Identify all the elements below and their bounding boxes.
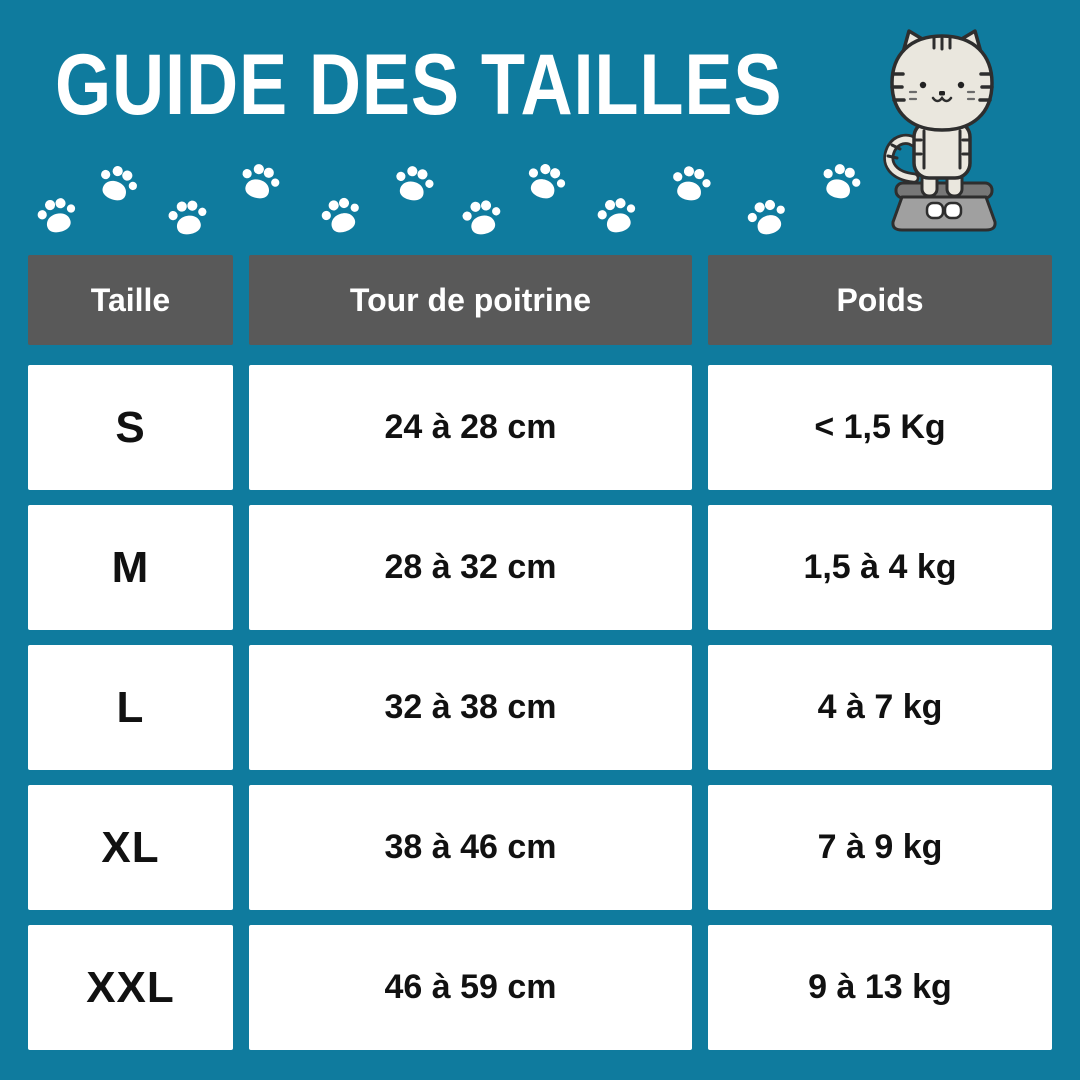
paw-print-icon	[813, 151, 869, 207]
size-cell: L	[28, 645, 233, 770]
paw-print-icon	[160, 188, 213, 241]
paw-print-icon	[28, 185, 84, 241]
page-title: GUIDE DES TAILLES	[55, 37, 783, 133]
header-cell-0: Taille	[28, 255, 233, 345]
chest-cell: 46 à 59 cm	[249, 925, 692, 1050]
chest-cell: 24 à 28 cm	[249, 365, 692, 490]
chest-cell: 38 à 46 cm	[249, 785, 692, 910]
paw-print-icon	[454, 188, 509, 243]
paw-print-icon	[664, 154, 717, 207]
cat-on-scale-illustration	[872, 28, 1012, 243]
weight-cell: 1,5 à 4 kg	[708, 505, 1052, 630]
size-table-header-row: Taille Tour de poitrine Poids	[28, 255, 1052, 345]
size-table-body: S 24 à 28 cm < 1,5 Kg M 28 à 32 cm 1,5 à 4 kg…	[28, 365, 1052, 1050]
paw-print-icon	[311, 184, 369, 242]
size-cell: S	[28, 365, 233, 490]
header-cell-1: Tour de poitrine	[249, 255, 692, 345]
weight-cell: < 1,5 Kg	[708, 365, 1052, 490]
paw-print-icon	[232, 151, 288, 207]
size-cell: M	[28, 505, 233, 630]
header-cell-2: Poids	[708, 255, 1052, 345]
chest-cell: 28 à 32 cm	[249, 505, 692, 630]
weight-cell: 4 à 7 kg	[708, 645, 1052, 770]
size-cell: XXL	[28, 925, 233, 1050]
weight-cell: 9 à 13 kg	[708, 925, 1052, 1050]
paw-print-icon	[517, 150, 575, 208]
paw-print-icon	[737, 186, 795, 244]
size-table: Taille Tour de poitrine Poids S 24 à 28 cm <…	[28, 255, 1052, 1050]
size-cell: XL	[28, 785, 233, 910]
cat-on-scale-icon	[883, 29, 997, 232]
weight-cell: 7 à 9 kg	[708, 785, 1052, 910]
paw-print-icon	[588, 185, 644, 241]
chest-cell: 32 à 38 cm	[249, 645, 692, 770]
paw-print-icon	[89, 152, 148, 211]
paw-print-icon	[387, 154, 442, 209]
